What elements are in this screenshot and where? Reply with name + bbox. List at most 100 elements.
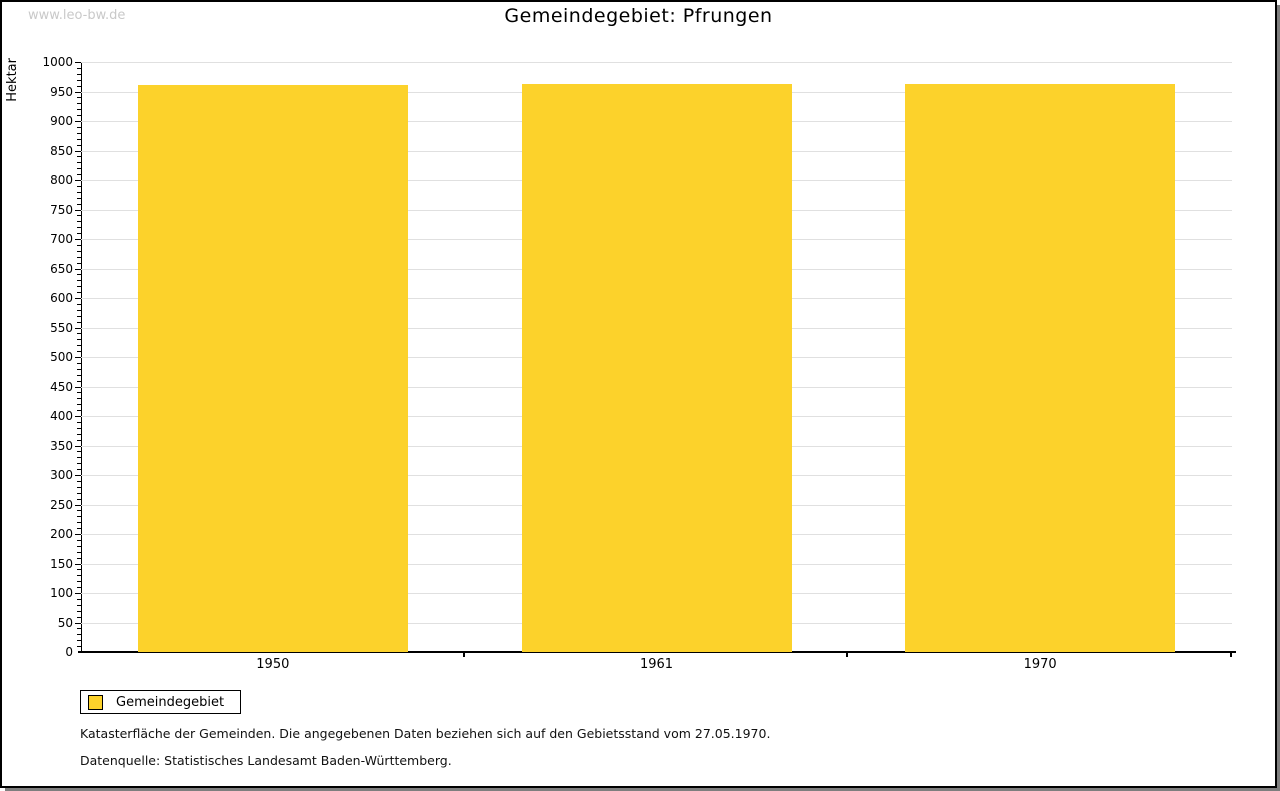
y-tick — [75, 239, 81, 240]
y-tick — [77, 522, 81, 524]
x-tick-label: 1950 — [256, 657, 290, 672]
y-axis-title: Hektar — [5, 58, 20, 102]
plot-area: 0 50 100 150 200 250 300 350 400 450 500 550 600 650 7… — [42, 55, 1236, 672]
y-tick — [77, 197, 81, 199]
y-tick — [77, 575, 81, 577]
y-tick — [75, 327, 81, 329]
bar-1950 — [137, 85, 408, 652]
y-tick — [77, 604, 81, 606]
y-tick — [77, 404, 81, 406]
x-axis-line — [78, 651, 1236, 653]
y-tick — [77, 498, 81, 500]
y-tick — [77, 362, 81, 364]
x-tick — [846, 652, 849, 657]
y-tick — [77, 492, 81, 494]
y-tick — [75, 534, 81, 535]
y-tick — [77, 351, 81, 353]
y-tick-label: 300 — [50, 468, 73, 482]
y-tick — [77, 581, 81, 583]
y-tick — [77, 628, 81, 630]
y-tick — [77, 486, 81, 488]
y-tick-label: 100 — [50, 586, 73, 600]
y-tick — [77, 634, 81, 636]
y-tick — [77, 174, 81, 176]
y-tick — [77, 469, 81, 471]
x-tick — [462, 652, 465, 657]
y-tick — [77, 545, 81, 547]
y-tick — [75, 268, 81, 270]
page-title: Gemeindegebiet: Pfrungen — [504, 5, 773, 27]
y-tick — [75, 91, 81, 93]
y-tick-label: 650 — [50, 261, 73, 276]
y-tick — [77, 303, 81, 305]
legend-label: Gemeindegebiet — [116, 694, 225, 710]
y-tick — [75, 504, 81, 506]
y-tick-label: 500 — [50, 350, 73, 364]
y-tick-label: 700 — [50, 232, 73, 246]
y-tick — [77, 162, 81, 164]
y-tick — [77, 103, 81, 105]
y-tick — [75, 593, 81, 594]
y-tick — [77, 109, 81, 111]
y-tick — [77, 380, 81, 382]
y-tick — [77, 510, 81, 512]
y-tick — [77, 457, 81, 459]
y-tick — [77, 215, 81, 217]
y-tick — [77, 309, 81, 311]
y-tick-label: 850 — [50, 143, 73, 158]
y-tick — [75, 298, 81, 299]
y-tick — [77, 528, 81, 530]
y-tick-label: 800 — [50, 173, 73, 187]
y-tick — [77, 463, 81, 465]
y-tick — [77, 97, 81, 99]
y-tick — [77, 480, 81, 482]
y-tick — [75, 150, 81, 152]
y-tick-label: 950 — [50, 84, 73, 99]
y-tick — [77, 610, 81, 612]
bar-1961 — [521, 84, 792, 652]
y-tick-label: 900 — [50, 114, 73, 128]
y-tick — [77, 115, 81, 117]
y-tick — [77, 79, 81, 81]
x-tick-label: 1961 — [639, 657, 674, 672]
y-tick — [77, 274, 81, 276]
x-tick — [1230, 652, 1232, 657]
y-tick-label: 750 — [50, 202, 73, 217]
y-tick — [77, 144, 81, 146]
y-tick — [77, 569, 81, 571]
y-tick — [77, 221, 81, 223]
y-tick — [77, 168, 81, 170]
y-tick-label: 350 — [50, 438, 73, 453]
y-tick — [77, 250, 81, 252]
y-tick — [77, 126, 81, 128]
y-tick — [77, 321, 81, 323]
y-tick — [77, 156, 81, 158]
y-tick-label: 0 — [65, 645, 73, 659]
y-tick — [77, 646, 81, 648]
footnote-source: Datenquelle: Statistisches Landesamt Bad… — [80, 753, 452, 768]
y-tick — [77, 227, 81, 229]
y-tick — [75, 416, 81, 417]
y-tick — [77, 292, 81, 294]
y-tick — [77, 439, 81, 441]
y-tick — [75, 209, 81, 211]
y-tick-label: 1000 — [42, 55, 73, 69]
y-tick — [77, 587, 81, 589]
y-tick — [77, 557, 81, 559]
y-tick — [77, 191, 81, 193]
y-tick — [77, 85, 81, 87]
y-tick — [77, 368, 81, 370]
y-tick — [77, 640, 81, 642]
y-tick — [77, 138, 81, 140]
watermark: www.leo-bw.de — [28, 8, 126, 23]
y-tick — [75, 357, 81, 358]
y-tick — [77, 315, 81, 317]
y-tick-label: 600 — [50, 291, 73, 305]
y-tick-label: 550 — [50, 320, 73, 335]
y-gridline — [81, 62, 1232, 63]
y-tick-label: 150 — [50, 556, 73, 571]
y-tick — [75, 62, 81, 63]
y-tick — [75, 386, 81, 388]
bar-1970 — [905, 84, 1176, 652]
y-tick — [75, 445, 81, 447]
